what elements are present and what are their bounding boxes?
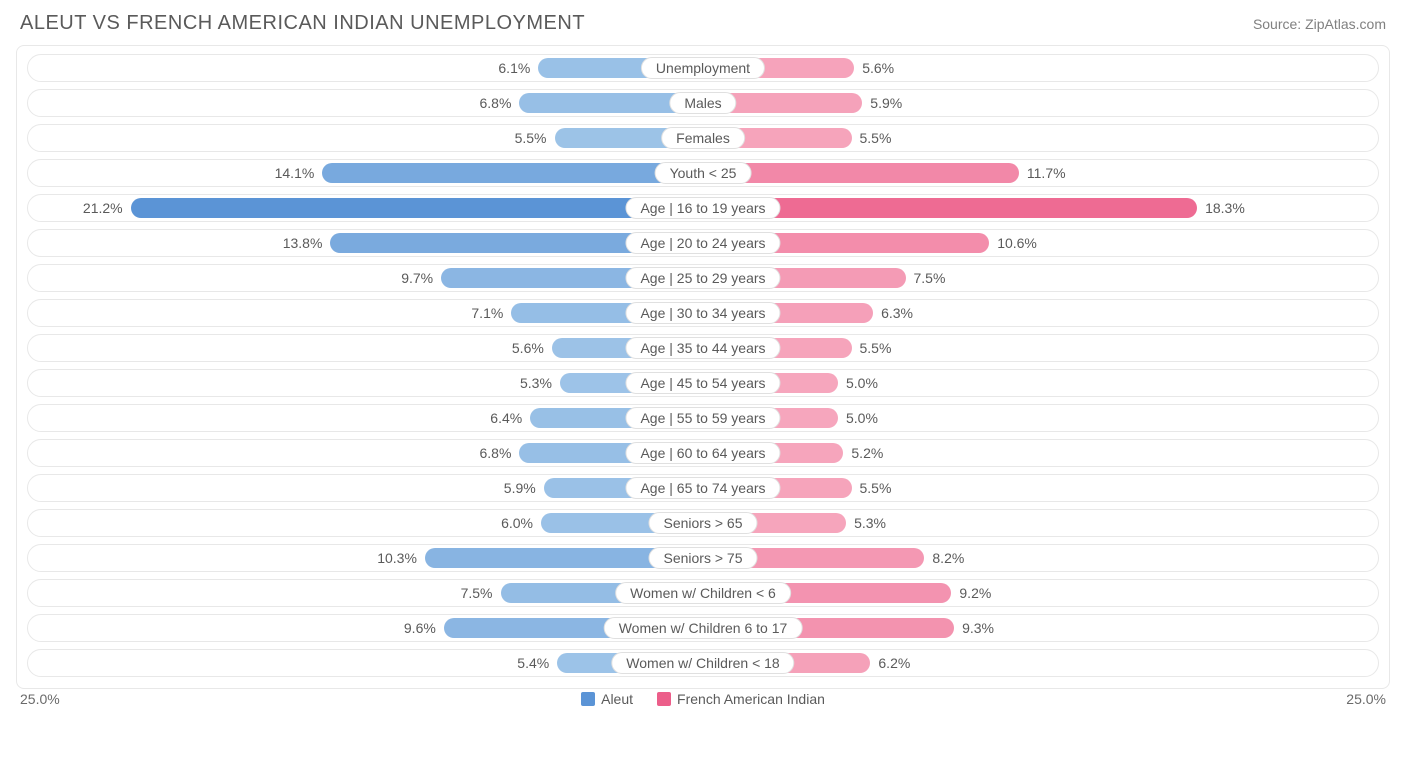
category-label: Seniors > 65 <box>649 512 758 534</box>
value-left: 6.1% <box>478 55 538 81</box>
legend-label-left: Aleut <box>601 691 633 707</box>
value-left: 6.8% <box>459 90 519 116</box>
category-label: Age | 25 to 29 years <box>625 267 780 289</box>
category-label: Age | 60 to 64 years <box>625 442 780 464</box>
chart-row: 9.7% 7.5% Age | 25 to 29 years <box>27 264 1379 292</box>
legend-swatch-left <box>581 692 595 706</box>
chart-row: 5.4% 6.2% Women w/ Children < 18 <box>27 649 1379 677</box>
value-left: 5.5% <box>495 125 555 151</box>
value-left: 14.1% <box>262 160 322 186</box>
value-left: 21.2% <box>71 195 131 221</box>
value-right: 5.5% <box>852 335 912 361</box>
chart-row: 9.6% 9.3% Women w/ Children 6 to 17 <box>27 614 1379 642</box>
value-right: 5.5% <box>852 125 912 151</box>
category-label: Age | 30 to 34 years <box>625 302 780 324</box>
chart-row: 14.1% 11.7% Youth < 25 <box>27 159 1379 187</box>
value-right: 5.9% <box>862 90 922 116</box>
axis-label-left: 25.0% <box>20 691 60 707</box>
bar-left <box>131 198 703 218</box>
value-right: 9.2% <box>951 580 1011 606</box>
value-left: 9.6% <box>384 615 444 641</box>
category-label: Youth < 25 <box>655 162 752 184</box>
category-label: Age | 16 to 19 years <box>625 197 780 219</box>
value-left: 5.9% <box>484 475 544 501</box>
value-right: 5.5% <box>852 475 912 501</box>
value-left: 9.7% <box>381 265 441 291</box>
chart-header: ALEUT VS FRENCH AMERICAN INDIAN UNEMPLOY… <box>16 12 1390 35</box>
value-right: 18.3% <box>1197 195 1257 221</box>
chart-row: 7.1% 6.3% Age | 30 to 34 years <box>27 299 1379 327</box>
value-right: 6.3% <box>873 300 933 326</box>
category-label: Age | 65 to 74 years <box>625 477 780 499</box>
value-right: 10.6% <box>989 230 1049 256</box>
chart-row: 21.2% 18.3% Age | 16 to 19 years <box>27 194 1379 222</box>
category-label: Males <box>669 92 736 114</box>
value-right: 11.7% <box>1019 160 1079 186</box>
value-left: 5.6% <box>492 335 552 361</box>
value-left: 13.8% <box>270 230 330 256</box>
value-left: 5.3% <box>500 370 560 396</box>
chart-footer: 25.0% Aleut French American Indian 25.0% <box>16 691 1390 707</box>
value-left: 6.4% <box>470 405 530 431</box>
category-label: Age | 55 to 59 years <box>625 407 780 429</box>
legend-label-right: French American Indian <box>677 691 825 707</box>
value-right: 7.5% <box>906 265 966 291</box>
category-label: Age | 20 to 24 years <box>625 232 780 254</box>
category-label: Women w/ Children < 18 <box>611 652 794 674</box>
value-left: 7.5% <box>441 580 501 606</box>
value-right: 5.0% <box>838 405 898 431</box>
category-label: Unemployment <box>641 57 765 79</box>
chart-row: 13.8% 10.6% Age | 20 to 24 years <box>27 229 1379 257</box>
chart-title: ALEUT VS FRENCH AMERICAN INDIAN UNEMPLOY… <box>20 12 585 35</box>
chart-row: 5.6% 5.5% Age | 35 to 44 years <box>27 334 1379 362</box>
category-label: Women w/ Children < 6 <box>615 582 791 604</box>
category-label: Seniors > 75 <box>649 547 758 569</box>
value-right: 9.3% <box>954 615 1014 641</box>
value-right: 5.0% <box>838 370 898 396</box>
axis-label-right: 25.0% <box>1346 691 1386 707</box>
value-right: 5.3% <box>846 510 906 536</box>
value-right: 8.2% <box>924 545 984 571</box>
chart-row: 10.3% 8.2% Seniors > 75 <box>27 544 1379 572</box>
chart-row: 6.0% 5.3% Seniors > 65 <box>27 509 1379 537</box>
chart-row: 5.5% 5.5% Females <box>27 124 1379 152</box>
bar-left <box>322 163 703 183</box>
value-left: 10.3% <box>365 545 425 571</box>
value-left: 6.8% <box>459 440 519 466</box>
value-right: 5.6% <box>854 55 914 81</box>
diverging-bar-chart: 6.1%5.6%Unemployment6.8%5.9%Males5.5%5.5… <box>16 45 1390 689</box>
value-left: 7.1% <box>451 300 511 326</box>
value-right: 5.2% <box>843 440 903 466</box>
chart-row: 5.3% 5.0% Age | 45 to 54 years <box>27 369 1379 397</box>
value-left: 6.0% <box>481 510 541 536</box>
value-right: 6.2% <box>870 650 930 676</box>
category-label: Women w/ Children 6 to 17 <box>604 617 803 639</box>
legend: Aleut French American Indian <box>581 691 825 707</box>
chart-row: 6.4% 5.0% Age | 55 to 59 years <box>27 404 1379 432</box>
value-left: 5.4% <box>497 650 557 676</box>
category-label: Age | 45 to 54 years <box>625 372 780 394</box>
chart-source: Source: ZipAtlas.com <box>1253 16 1386 32</box>
legend-item-left: Aleut <box>581 691 633 707</box>
category-label: Age | 35 to 44 years <box>625 337 780 359</box>
chart-row: 6.1% 5.6% Unemployment <box>27 54 1379 82</box>
chart-row: 6.8% 5.9% Males <box>27 89 1379 117</box>
chart-row: 6.8% 5.2% Age | 60 to 64 years <box>27 439 1379 467</box>
chart-row: 5.9% 5.5% Age | 65 to 74 years <box>27 474 1379 502</box>
chart-row: 7.5% 9.2% Women w/ Children < 6 <box>27 579 1379 607</box>
category-label: Females <box>661 127 745 149</box>
legend-swatch-right <box>657 692 671 706</box>
legend-item-right: French American Indian <box>657 691 825 707</box>
